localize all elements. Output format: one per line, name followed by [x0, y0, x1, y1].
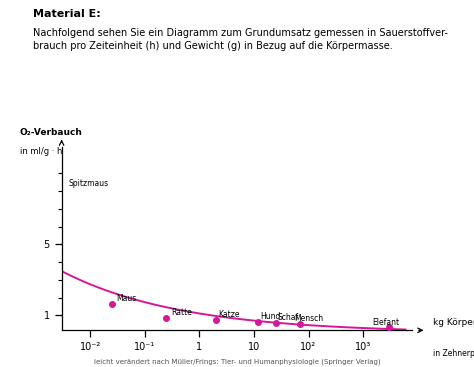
Text: O₂-Verbauch: O₂-Verbauch — [19, 128, 82, 138]
Text: Maus: Maus — [116, 294, 137, 303]
Text: Mensch: Mensch — [294, 314, 323, 323]
Text: Katze: Katze — [218, 310, 239, 319]
Text: Nachfolgend sehen Sie ein Diagramm zum Grundumsatz gemessen in Sauerstoffver-
br: Nachfolgend sehen Sie ein Diagramm zum G… — [33, 28, 448, 51]
Text: in ml/g · h: in ml/g · h — [19, 147, 62, 156]
Text: Spitzmaus: Spitzmaus — [68, 179, 109, 189]
Text: leicht verändert nach Müller/Frings: Tier- und Humanphysiologie (Springer Verlag: leicht verändert nach Müller/Frings: Tie… — [94, 359, 380, 365]
Text: kg Körpermasse: kg Körpermasse — [433, 317, 474, 327]
Text: Schaf: Schaf — [277, 313, 299, 322]
Text: Elefant: Elefant — [373, 317, 400, 327]
Text: Material E:: Material E: — [33, 9, 101, 19]
Text: Ratte: Ratte — [171, 308, 191, 317]
Text: Hund: Hund — [260, 312, 281, 321]
Text: in Zehnerpotenzen: in Zehnerpotenzen — [433, 349, 474, 358]
